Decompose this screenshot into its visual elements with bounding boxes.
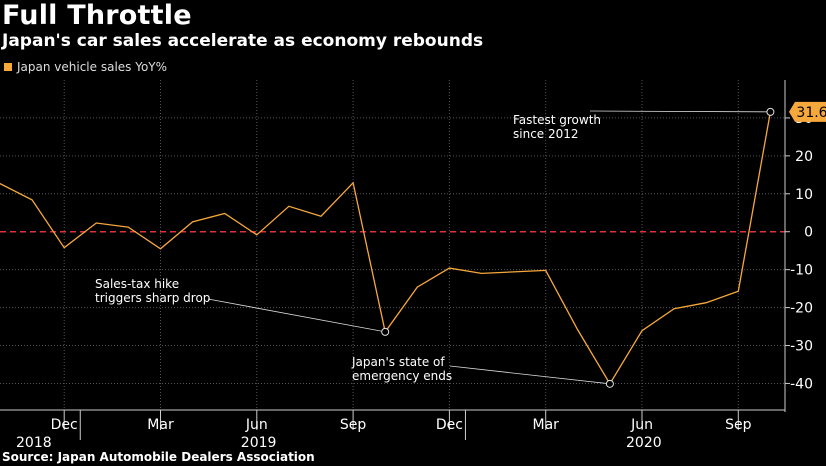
data-point <box>288 205 290 207</box>
data-point <box>63 247 65 249</box>
legend-swatch <box>4 63 12 71</box>
data-point <box>224 213 226 215</box>
y-tick-label: 0 <box>804 225 813 241</box>
annotation-marker <box>605 379 614 388</box>
legend: Japan vehicle sales YoY% <box>4 60 167 74</box>
annotation-text: Japan's state of <box>351 355 445 369</box>
y-tick-label: -30 <box>790 339 813 355</box>
y-tick-label: -10 <box>790 263 813 279</box>
annotation-text: emergency ends <box>352 369 452 383</box>
data-point <box>545 269 547 271</box>
y-tick-label: -40 <box>790 376 813 392</box>
data-point <box>577 329 579 331</box>
data-point <box>160 248 161 250</box>
data-point <box>95 222 97 224</box>
annotation-leader <box>589 110 771 113</box>
x-axis: Dec Mar Jun Sep Dec Mar Jun Sep 2018 2019 2020 <box>0 409 785 451</box>
data-point <box>513 271 515 273</box>
annotation-leader <box>207 298 386 333</box>
last-value-tag <box>789 101 826 122</box>
y-axis: 3020100-10-20-30-40 <box>784 80 813 412</box>
data-point <box>192 221 194 223</box>
data-point <box>320 215 322 217</box>
x-year-label: 2018 <box>16 435 52 451</box>
series-group <box>0 111 772 386</box>
annotation-text: triggers sharp drop <box>95 291 210 305</box>
last-value-label: 31.6 <box>796 105 826 121</box>
x-year-label: 2020 <box>626 435 662 451</box>
data-point <box>352 182 354 184</box>
data-point <box>641 330 643 332</box>
data-point <box>673 308 675 310</box>
annotation-leader <box>449 365 610 385</box>
grid-lines <box>0 80 785 410</box>
data-point <box>416 286 418 288</box>
x-year-label: 2019 <box>241 435 277 451</box>
data-point <box>737 290 739 292</box>
x-tick-label: Jun <box>630 417 653 433</box>
y-tick-label: -20 <box>790 301 813 317</box>
data-point <box>448 267 450 269</box>
x-tick-label: Sep <box>340 417 367 433</box>
data-point <box>31 199 33 201</box>
data-point <box>705 302 707 304</box>
annotation-marker <box>766 107 775 116</box>
y-tick-label: 10 <box>795 187 813 203</box>
data-point <box>481 272 482 274</box>
x-tick-label: Mar <box>532 417 559 433</box>
data-point <box>0 183 1 185</box>
annotation-text: since 2012 <box>513 127 579 141</box>
annotation-text: Fastest growth <box>513 113 601 127</box>
y-tick-label: 20 <box>795 149 813 165</box>
annotation-text: Sales-tax hike <box>95 277 179 291</box>
source-note: Source: Japan Automobile Dealers Associa… <box>2 450 315 464</box>
x-tick-label: Sep <box>725 417 752 433</box>
chart-title: Full Throttle <box>2 0 192 31</box>
annotation-marker <box>381 327 390 336</box>
chart-subtitle: Japan's car sales accelerate as economy … <box>2 31 484 51</box>
x-tick-label: Jun <box>245 417 268 433</box>
legend-label: Japan vehicle sales YoY% <box>17 60 168 74</box>
data-point <box>256 234 258 236</box>
x-tick-label: Dec <box>51 417 78 433</box>
x-tick-label: Mar <box>147 417 174 433</box>
data-point <box>127 226 129 228</box>
series-line <box>0 111 772 386</box>
x-tick-label: Dec <box>436 417 463 433</box>
